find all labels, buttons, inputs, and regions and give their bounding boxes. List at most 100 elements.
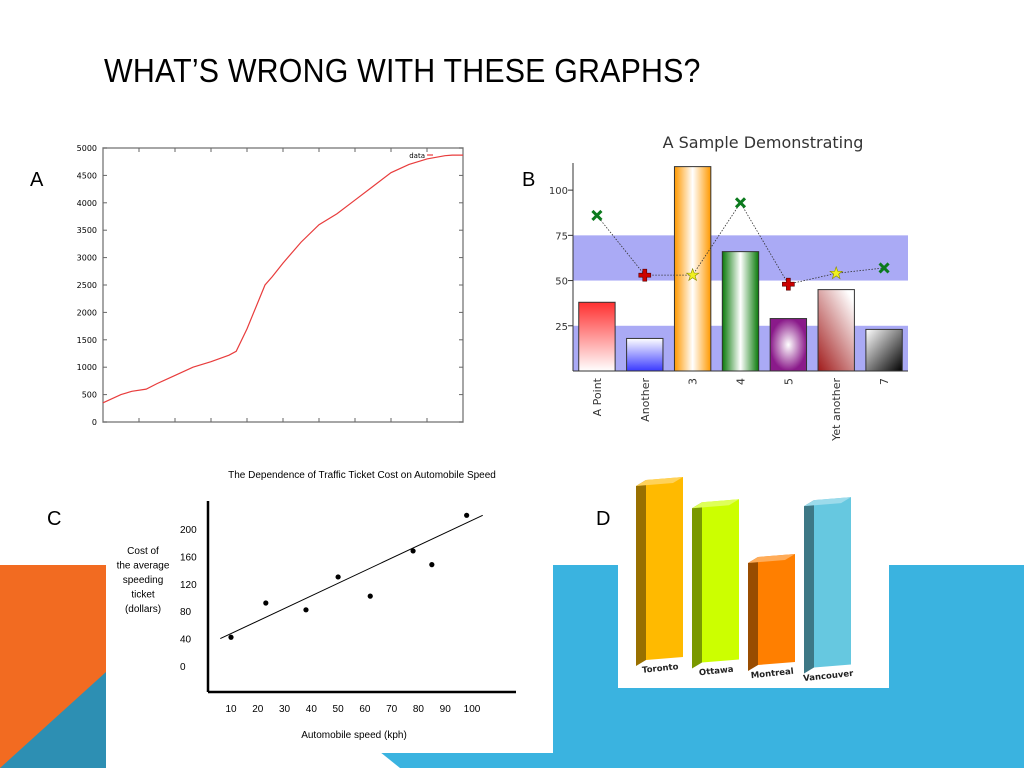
chart-c-point-0 (228, 634, 234, 640)
chart-c-ytick-label-1: 40 (180, 635, 192, 646)
chart-b-title: A Sample Demonstrating (663, 133, 864, 152)
chart-c-ytick-label-3: 120 (180, 580, 197, 591)
chart-b-bar-4 (769, 318, 808, 372)
chart-c-xtick-label-2: 30 (279, 704, 291, 715)
chart-b-bar-6 (865, 328, 903, 372)
chart-a-ytick-label-4: 2000 (77, 308, 97, 317)
chart-b-marker-x-6 (878, 262, 890, 274)
blue-shape-left (380, 752, 553, 768)
chart-c-point-5 (410, 548, 416, 554)
blue-shape-right (552, 565, 1024, 768)
chart-b: A Sample Demonstrating 25 50 75 100 A Point An… (540, 125, 920, 455)
chart-a: 0 500 1000 1500 2000 2500 3000 3500 4000 4500 5000… (60, 135, 470, 435)
panel-label-b: B (522, 169, 536, 191)
chart-c-background (106, 463, 553, 753)
chart-a-series-line (102, 154, 463, 404)
panel-label-d: D (596, 508, 611, 530)
chart-a-ytick-label-3: 1500 (77, 336, 97, 345)
chart-c-ylabel-line-2: speeding (123, 575, 164, 586)
chart-b-xtick-label-5: Yet another (830, 378, 843, 442)
chart-a-ytick-label-9: 4500 (77, 171, 97, 180)
slide-title: WHAT’S WRONG WITH THESE GRAPHS? (104, 52, 701, 89)
chart-d-svg: Toronto Ottawa Montreal Vancouver (618, 462, 889, 688)
chart-c-svg: The Dependence of Traffic Ticket Cost on… (106, 463, 553, 753)
chart-b-xtick-label-2: 3 (687, 378, 700, 385)
chart-c-point-3 (335, 574, 341, 580)
chart-d-bar-side-2 (748, 557, 758, 671)
chart-c-xtick-label-6: 70 (386, 704, 398, 715)
chart-b-ytick-label-2: 75 (555, 231, 568, 242)
chart-a-ytick-label-0: 0 (92, 418, 97, 427)
chart-c-point-7 (464, 512, 470, 518)
chart-c: The Dependence of Traffic Ticket Cost on… (106, 463, 553, 753)
chart-d-bar-top-0 (636, 477, 683, 486)
chart-c-point-1 (263, 600, 269, 606)
chart-c-point-4 (367, 593, 373, 599)
chart-c-xtick-label-9: 100 (464, 704, 481, 715)
chart-c-xtick-label-4: 50 (333, 704, 345, 715)
chart-b-xtick-label-1: Another (639, 378, 652, 422)
chart-c-xtick-label-7: 80 (413, 704, 425, 715)
chart-a-ytick-label-2: 1000 (77, 363, 97, 372)
chart-b-marker-star-5 (829, 265, 844, 280)
chart-b-xtick-label-3: 4 (735, 378, 748, 385)
chart-a-ytick-label-6: 3000 (77, 254, 97, 263)
chart-c-xtick-label-0: 10 (225, 704, 237, 715)
chart-c-point-2 (303, 607, 309, 613)
chart-c-xtick-label-3: 40 (306, 704, 318, 715)
chart-c-ylabel-line-0: Cost of (127, 546, 159, 557)
chart-b-xtick-label-0: A Point (591, 377, 604, 416)
chart-b-ytick-label-3: 100 (549, 186, 568, 197)
chart-b-xtick-label-4: 5 (782, 378, 795, 385)
dark-blue-shape (0, 672, 106, 768)
chart-b-xtick-label-6: 7 (878, 378, 891, 385)
chart-c-ytick-label-0: 0 (180, 662, 186, 673)
chart-d-bar-side-1 (692, 502, 702, 669)
chart-b-bar-1 (626, 337, 664, 372)
chart-d-bar-side-3 (804, 500, 814, 674)
chart-a-legend-label: data (409, 152, 425, 160)
chart-d-bar-front-0 (646, 477, 683, 660)
panel-label-c: C (47, 508, 62, 530)
chart-b-bar-0 (578, 301, 616, 372)
chart-c-xtick-label-1: 20 (252, 704, 264, 715)
chart-c-trendline (220, 514, 483, 640)
panel-label-a: A (30, 169, 44, 191)
chart-a-ytick-label-5: 2500 (77, 281, 97, 290)
chart-b-marker-star-2 (685, 267, 700, 282)
chart-b-bar-5 (817, 289, 855, 372)
chart-b-marker-x-3 (734, 197, 747, 209)
chart-b-bar-3 (721, 251, 760, 372)
chart-d-label-2: Montreal (750, 667, 794, 681)
chart-c-ytick-label-2: 80 (180, 607, 192, 618)
chart-d-bar-top-1 (692, 499, 739, 509)
chart-c-ylabel-line-4: (dollars) (125, 604, 161, 615)
chart-d: Toronto Ottawa Montreal Vancouver (618, 462, 889, 688)
chart-d-label-1: Ottawa (699, 665, 735, 679)
chart-c-ylabel-line-1: the average (117, 561, 170, 572)
chart-c-point-6 (429, 562, 435, 568)
chart-a-ytick-label-10: 5000 (77, 144, 97, 153)
chart-a-ytick-label-8: 4000 (77, 199, 97, 208)
chart-b-marker-cross-4 (782, 277, 795, 291)
chart-c-xtick-label-5: 60 (359, 704, 371, 715)
chart-c-ytick-label-4: 160 (180, 552, 197, 563)
chart-c-title: The Dependence of Traffic Ticket Cost on… (228, 470, 496, 481)
chart-b-ytick-label-1: 50 (555, 277, 568, 288)
chart-d-label-0: Toronto (642, 662, 679, 676)
chart-b-ytick-label-0: 25 (555, 322, 568, 333)
chart-d-bar-side-0 (636, 480, 646, 666)
chart-b-marker-cross-1 (638, 268, 652, 282)
chart-c-ylabel-line-3: ticket (131, 590, 155, 601)
chart-d-bar-top-3 (804, 497, 851, 507)
chart-c-xtick-label-8: 90 (440, 704, 452, 715)
chart-c-xlabel: Automobile speed (kph) (301, 730, 407, 741)
chart-d-bar-front-2 (758, 554, 795, 665)
chart-c-ytick-label-5: 200 (180, 525, 197, 536)
chart-d-bar-front-3 (814, 497, 851, 668)
chart-b-marker-x-0 (591, 209, 603, 222)
chart-a-ytick-label-1: 500 (82, 391, 97, 400)
chart-a-ytick-label-7: 3500 (77, 226, 97, 235)
